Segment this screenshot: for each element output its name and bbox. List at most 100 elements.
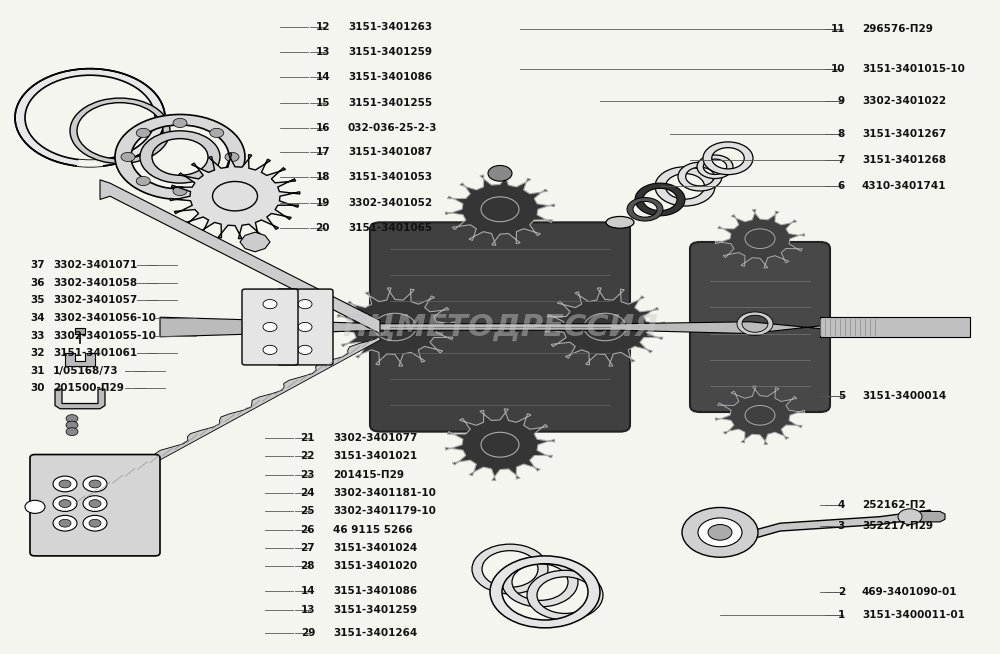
Text: 13: 13 <box>300 604 315 615</box>
Text: 16: 16 <box>316 122 330 133</box>
Text: 20: 20 <box>316 222 330 233</box>
Text: 3151-3401086: 3151-3401086 <box>333 586 417 596</box>
Polygon shape <box>445 409 555 481</box>
Text: 5: 5 <box>838 390 845 401</box>
Wedge shape <box>77 160 103 167</box>
Circle shape <box>173 186 187 196</box>
FancyBboxPatch shape <box>30 455 160 556</box>
Circle shape <box>66 428 78 436</box>
Text: 19: 19 <box>316 198 330 208</box>
Circle shape <box>708 525 732 540</box>
Text: 7: 7 <box>838 155 845 165</box>
Text: 9: 9 <box>838 96 845 107</box>
Text: 14: 14 <box>315 72 330 82</box>
Text: 10: 10 <box>830 63 845 74</box>
Text: 3151-3401024: 3151-3401024 <box>333 543 417 553</box>
Text: 252162-П2: 252162-П2 <box>862 500 926 510</box>
Text: 3302-3401071: 3302-3401071 <box>53 260 137 270</box>
Wedge shape <box>627 198 663 221</box>
Polygon shape <box>65 353 95 366</box>
Polygon shape <box>715 386 805 445</box>
Circle shape <box>682 508 758 557</box>
Text: 3151-3401020: 3151-3401020 <box>333 561 417 572</box>
FancyBboxPatch shape <box>242 289 298 365</box>
Wedge shape <box>697 155 733 179</box>
Circle shape <box>53 515 77 531</box>
Text: 3151-3401259: 3151-3401259 <box>333 604 417 615</box>
Text: 3151-3401264: 3151-3401264 <box>333 628 417 638</box>
Text: 8: 8 <box>838 129 845 139</box>
Circle shape <box>121 152 135 162</box>
Text: 3302-3401179-10: 3302-3401179-10 <box>333 506 436 517</box>
Polygon shape <box>545 288 665 366</box>
Text: 1/05168/73: 1/05168/73 <box>53 366 119 376</box>
Text: 3151-3401263: 3151-3401263 <box>348 22 432 33</box>
Circle shape <box>298 300 312 309</box>
Circle shape <box>66 415 78 422</box>
Circle shape <box>89 480 101 488</box>
Text: 27: 27 <box>300 543 315 553</box>
Text: 13: 13 <box>316 47 330 58</box>
Polygon shape <box>820 319 960 322</box>
FancyBboxPatch shape <box>690 242 830 412</box>
Circle shape <box>83 496 107 511</box>
Circle shape <box>59 480 71 488</box>
Polygon shape <box>820 317 970 337</box>
Circle shape <box>263 322 277 332</box>
Wedge shape <box>527 570 603 620</box>
Text: 296576-П29: 296576-П29 <box>862 24 933 35</box>
Circle shape <box>53 496 77 511</box>
Text: 3302-3401077: 3302-3401077 <box>333 433 417 443</box>
Text: 3151-3401021: 3151-3401021 <box>333 451 417 462</box>
Circle shape <box>89 519 101 527</box>
Circle shape <box>298 345 312 354</box>
Ellipse shape <box>606 216 634 228</box>
Text: 3302-3401058: 3302-3401058 <box>53 277 137 288</box>
Polygon shape <box>100 180 380 334</box>
Circle shape <box>83 515 107 531</box>
Polygon shape <box>170 154 300 239</box>
Circle shape <box>83 476 107 492</box>
Text: 6: 6 <box>838 181 845 192</box>
Text: 25: 25 <box>300 506 315 517</box>
Polygon shape <box>445 173 555 245</box>
Circle shape <box>53 476 77 492</box>
Text: 3302-3401181-10: 3302-3401181-10 <box>333 488 436 498</box>
Text: 3302-3401052: 3302-3401052 <box>348 198 432 208</box>
Text: 3151-3401065: 3151-3401065 <box>348 222 432 233</box>
Wedge shape <box>655 167 715 206</box>
Text: 34: 34 <box>30 313 45 323</box>
Polygon shape <box>915 511 945 522</box>
Text: 3: 3 <box>838 521 845 532</box>
Text: 11: 11 <box>830 24 845 35</box>
Text: 17: 17 <box>315 147 330 158</box>
Circle shape <box>263 345 277 354</box>
Circle shape <box>25 500 45 513</box>
Text: 3151-3400011-01: 3151-3400011-01 <box>862 610 965 620</box>
Text: 3151-3401061: 3151-3401061 <box>53 348 137 358</box>
Wedge shape <box>678 162 722 191</box>
Text: 46 9115 5266: 46 9115 5266 <box>333 525 413 535</box>
Circle shape <box>173 118 187 128</box>
Text: 23: 23 <box>300 470 315 480</box>
Circle shape <box>488 165 512 181</box>
Wedge shape <box>737 312 773 336</box>
Text: 14: 14 <box>300 586 315 596</box>
Text: 3151-3401087: 3151-3401087 <box>348 147 432 158</box>
Circle shape <box>59 519 71 527</box>
Text: 22: 22 <box>300 451 315 462</box>
Text: 3151-3401255: 3151-3401255 <box>348 97 432 108</box>
Text: 26: 26 <box>300 525 315 535</box>
Wedge shape <box>472 544 548 594</box>
Text: 30: 30 <box>30 383 44 394</box>
Circle shape <box>89 500 101 508</box>
Text: 3302-3401055-10: 3302-3401055-10 <box>53 330 156 341</box>
Wedge shape <box>490 556 600 628</box>
Polygon shape <box>55 389 105 409</box>
Text: 352217-П29: 352217-П29 <box>862 521 933 532</box>
Text: ПЦМЕТОДРЕССИЯ: ПЦМЕТОДРЕССИЯ <box>342 313 658 341</box>
Wedge shape <box>15 69 165 167</box>
Text: 3151-3401015-10: 3151-3401015-10 <box>862 63 965 74</box>
Text: 29: 29 <box>301 628 315 638</box>
Circle shape <box>263 300 277 309</box>
